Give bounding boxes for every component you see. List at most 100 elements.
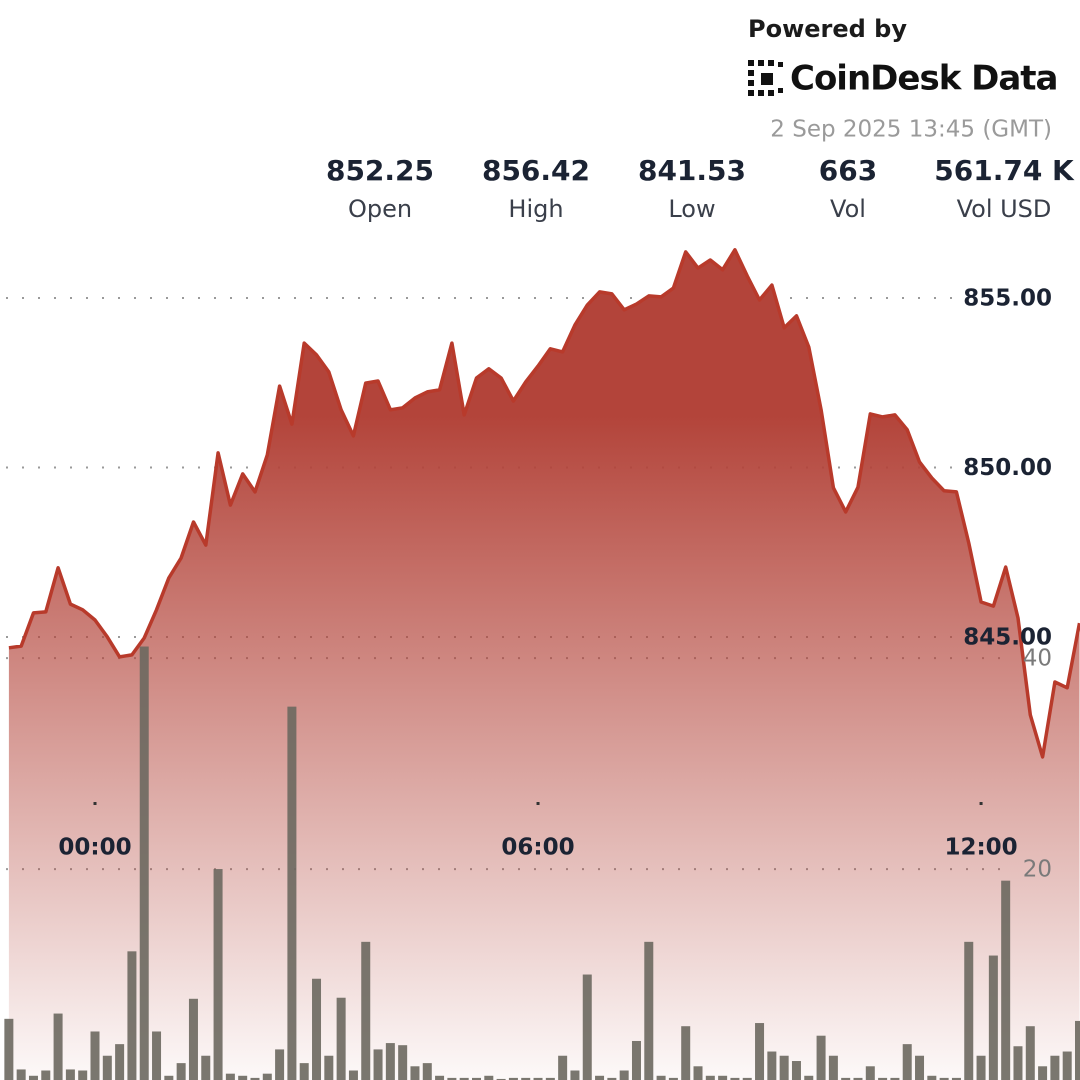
volume-bar — [595, 1075, 605, 1080]
volume-bar — [422, 1063, 432, 1080]
volume-bar — [681, 1026, 691, 1080]
timestamp: 2 Sep 2025 13:45 (GMT) — [770, 117, 1052, 143]
volume-bar — [164, 1075, 174, 1080]
volume-bar — [348, 1070, 358, 1080]
volume-bar — [730, 1077, 740, 1080]
volume-bar — [139, 646, 149, 1080]
x-tick-mark — [536, 802, 540, 805]
volume-bar — [275, 1049, 285, 1080]
volume-bar — [755, 1023, 765, 1080]
volume-bar — [484, 1075, 494, 1080]
volume-bar — [1075, 1020, 1080, 1080]
volume-bar — [927, 1075, 937, 1080]
plot-area: 845.00 850.00 855.00 20 40 00:00 06:00 12:00 — [4, 248, 1080, 1080]
volume-bar — [53, 1013, 63, 1080]
volume-bar — [951, 1077, 961, 1080]
stat-value: 841.53 — [638, 154, 746, 187]
volume-bar — [939, 1077, 949, 1080]
x-tick-label: 12:00 — [944, 835, 1017, 861]
volume-bar — [693, 1066, 703, 1080]
volume-bar — [915, 1055, 925, 1080]
volume-bar — [65, 1069, 75, 1080]
volume-bar — [902, 1044, 912, 1080]
volume-bar — [201, 1055, 211, 1080]
volume-bar — [1062, 1051, 1072, 1080]
volume-bar — [188, 998, 198, 1080]
volume-bar — [878, 1077, 888, 1080]
x-tick-label: 00:00 — [58, 835, 131, 861]
price-line — [8, 248, 1080, 759]
volume-bar — [607, 1077, 617, 1080]
volume-bar — [41, 1070, 51, 1080]
volume-bar — [668, 1077, 678, 1080]
brand-logo — [748, 60, 783, 96]
volume-bar — [127, 951, 137, 1080]
volume-bar — [816, 1035, 826, 1080]
volume-bar — [1013, 1046, 1023, 1080]
brand-name: CoinDesk Data — [790, 59, 1058, 99]
volume-bar — [152, 1031, 162, 1080]
volume-bar — [508, 1077, 518, 1080]
volume-bar — [262, 1073, 272, 1080]
volume-bar — [115, 1044, 125, 1080]
volume-bar — [435, 1075, 445, 1080]
volume-tick-label: 40 — [1023, 646, 1052, 672]
price-tick-label: 845.00 — [963, 624, 1052, 650]
price-tick-label: 850.00 — [963, 455, 1052, 481]
price-tick-label: 855.00 — [963, 285, 1052, 311]
stat-label: Vol USD — [957, 195, 1052, 223]
volume-bar — [1050, 1055, 1060, 1080]
volume-bar — [361, 941, 371, 1080]
volume-bar — [471, 1077, 481, 1080]
volume-bar — [964, 941, 974, 1080]
volume-bar — [582, 974, 592, 1080]
volume-bar — [705, 1075, 715, 1080]
volume-bar — [828, 1055, 838, 1080]
volume-bar — [976, 1055, 986, 1080]
volume-bar — [890, 1077, 900, 1080]
volume-bar — [176, 1063, 186, 1080]
volume-bar — [742, 1077, 752, 1080]
volume-bar — [410, 1066, 420, 1080]
stat-label: Vol — [830, 195, 866, 223]
volume-bars — [4, 646, 1080, 1080]
volume-bar — [496, 1078, 506, 1080]
stat-label: Low — [668, 195, 715, 223]
volume-bar — [988, 955, 998, 1080]
volume-bar — [853, 1077, 863, 1080]
volume-bar — [28, 1075, 38, 1080]
stat-value: 561.74 K — [934, 154, 1075, 187]
stat-label: Open — [348, 195, 412, 223]
volume-tick-label: 20 — [1023, 857, 1052, 883]
volume-bar — [373, 1049, 383, 1080]
x-tick-mark — [979, 802, 983, 805]
volume-bar — [545, 1077, 555, 1080]
volume-bar — [324, 1055, 334, 1080]
volume-bar — [459, 1077, 469, 1080]
volume-bar — [570, 1070, 580, 1080]
volume-bar — [804, 1075, 814, 1080]
volume-bar — [533, 1077, 543, 1080]
volume-bar — [791, 1061, 801, 1080]
volume-bar — [644, 941, 654, 1080]
volume-bar — [656, 1075, 666, 1080]
volume-bar — [767, 1051, 777, 1080]
stat-label: High — [508, 195, 563, 223]
stat-value: 852.25 — [326, 154, 434, 187]
volume-bar — [1001, 880, 1011, 1080]
price-area — [8, 249, 1080, 1080]
stats: 852.25 Open 856.42 High 841.53 Low 663 Vol 561.7… — [326, 154, 1075, 223]
volume-bar — [779, 1055, 789, 1080]
stat-value: 856.42 — [482, 154, 590, 187]
volume-bar — [299, 1063, 309, 1080]
volume-bar — [287, 706, 297, 1080]
volume-bar — [16, 1069, 26, 1080]
volume-bar — [865, 1066, 875, 1080]
volume-bar — [250, 1077, 260, 1080]
volume-bar — [336, 997, 346, 1080]
volume-bar — [1038, 1066, 1048, 1080]
volume-bar — [619, 1070, 629, 1080]
stat-value: 663 — [819, 154, 877, 187]
